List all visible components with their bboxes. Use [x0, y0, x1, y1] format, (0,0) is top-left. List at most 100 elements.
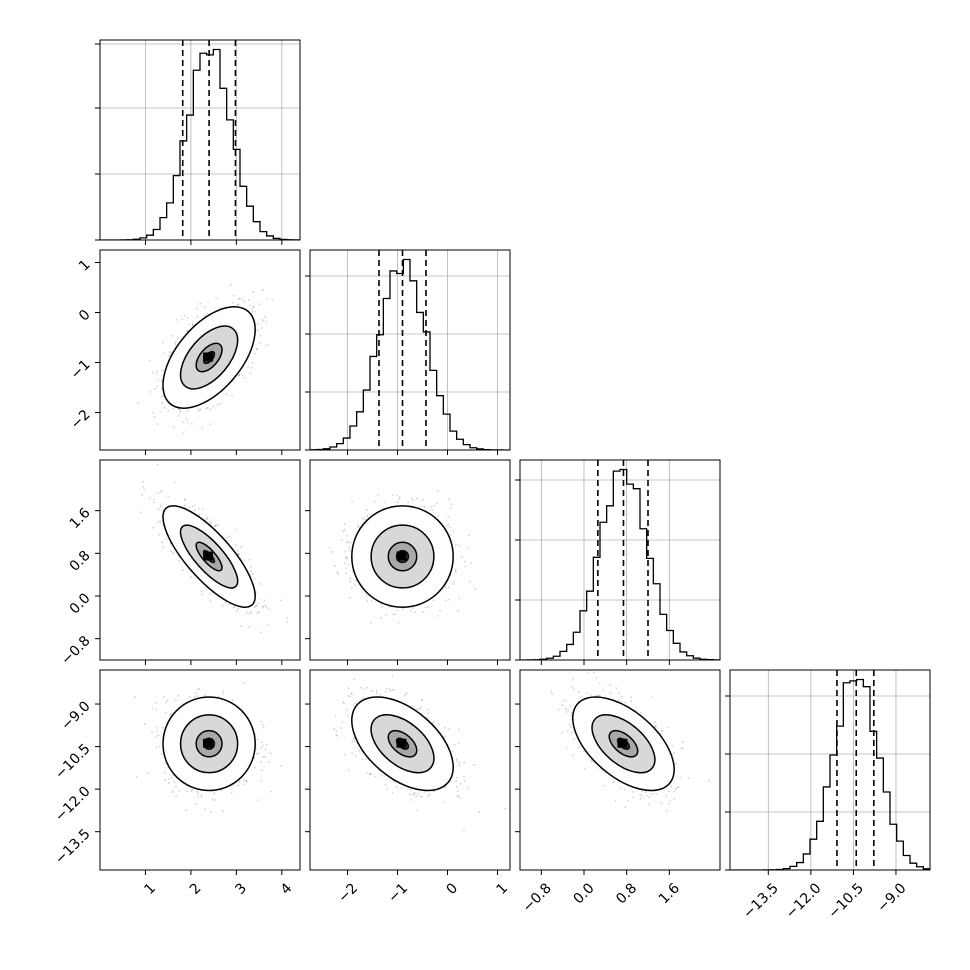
scatter-point [349, 577, 352, 580]
scatter-point [261, 605, 264, 608]
scatter-point [436, 502, 438, 505]
scatter-point [265, 320, 268, 323]
contour-line [387, 541, 418, 572]
scatter-point [157, 507, 160, 510]
scatter-point [447, 515, 450, 518]
scatter-point [261, 769, 263, 772]
scatter-point [204, 306, 207, 309]
scatter-point [452, 529, 455, 532]
scatter-point [347, 563, 350, 566]
scatter-point [253, 577, 256, 580]
scatter-point [209, 423, 212, 426]
scatter-point [334, 565, 337, 567]
contour-line [162, 696, 256, 792]
scatter-point [474, 588, 477, 590]
scatter-point [190, 576, 192, 579]
scatter-point [449, 526, 451, 529]
scatter-point [212, 405, 215, 408]
scatter-point [455, 786, 458, 789]
scatter-point [401, 608, 404, 611]
scatter-point [183, 504, 186, 507]
scatter-point [416, 809, 419, 812]
scatter-point [249, 372, 252, 375]
scatter-point [257, 752, 259, 755]
scatter-point [230, 791, 233, 794]
scatter-point [343, 550, 346, 553]
scatter-point [159, 505, 162, 507]
scatter-point [366, 600, 369, 602]
scatter-point [384, 784, 387, 786]
contour-line [351, 505, 454, 608]
scatter-point [200, 593, 203, 596]
scatter-point [246, 611, 249, 614]
scatter-point [200, 427, 203, 430]
scatter-point [468, 534, 470, 537]
scatter-point [374, 775, 377, 778]
scatter-point [176, 337, 179, 340]
scatter-point [421, 498, 424, 501]
scatter-point [251, 573, 254, 576]
scatter-point [454, 571, 457, 574]
scatter-point [262, 756, 265, 759]
scatter-point [169, 542, 172, 545]
scatter-point [396, 501, 399, 504]
scatter-point [247, 365, 250, 368]
scatter-point [197, 795, 199, 798]
panel-2-1 [329, 490, 477, 624]
scatter-point [213, 525, 216, 527]
scatter-point [269, 752, 272, 755]
scatter-point [410, 798, 412, 801]
scatter-point [243, 783, 245, 786]
scatter-point [421, 611, 424, 614]
scatter-point [345, 557, 348, 560]
scatter-point [255, 604, 258, 607]
scatter-point [341, 720, 344, 723]
scatter-point [196, 315, 199, 318]
scatter-point [222, 693, 225, 695]
contour-line [162, 306, 256, 409]
scatter-point [209, 522, 212, 525]
scatter-point [329, 546, 331, 549]
scatter-point [267, 607, 270, 610]
panel-2-0 [140, 463, 289, 634]
scatter-point [196, 695, 199, 697]
scatter-point [262, 726, 265, 729]
scatter-point [381, 606, 383, 608]
scatter-point [349, 580, 352, 583]
scatter-point [172, 408, 175, 410]
scatter-point [185, 809, 187, 812]
scatter-point [231, 394, 233, 397]
scatter-point [464, 560, 466, 563]
scatter-point [170, 351, 173, 354]
contour-line [195, 729, 223, 758]
scatter-point [351, 500, 354, 503]
scatter-point [174, 342, 177, 344]
scatter-point [164, 762, 167, 765]
scatter-point [197, 507, 200, 510]
scatter-point [162, 352, 165, 355]
scatter-point [151, 731, 153, 734]
scatter-point [458, 597, 461, 600]
scatter-point [191, 788, 194, 791]
scatter-point [185, 417, 188, 420]
scatter-point [455, 780, 458, 783]
scatter-point [156, 423, 159, 426]
scatter-point [454, 543, 457, 546]
scatter-point [198, 514, 200, 516]
scatter-point [204, 518, 207, 521]
scatter-point [237, 297, 240, 300]
scatter-point [216, 524, 219, 527]
scatter-point [444, 586, 447, 589]
scatter-point [167, 409, 170, 412]
scatter-point [416, 497, 418, 500]
contour-line [195, 342, 223, 373]
scatter-point [389, 688, 392, 691]
scatter-point [346, 557, 349, 560]
scatter-point [178, 560, 180, 562]
scatter-point [421, 504, 424, 507]
scatter-point [205, 407, 208, 410]
scatter-point [468, 580, 471, 583]
panel-0-0 [100, 40, 300, 240]
scatter-point [232, 784, 235, 787]
scatter-point [170, 550, 172, 553]
